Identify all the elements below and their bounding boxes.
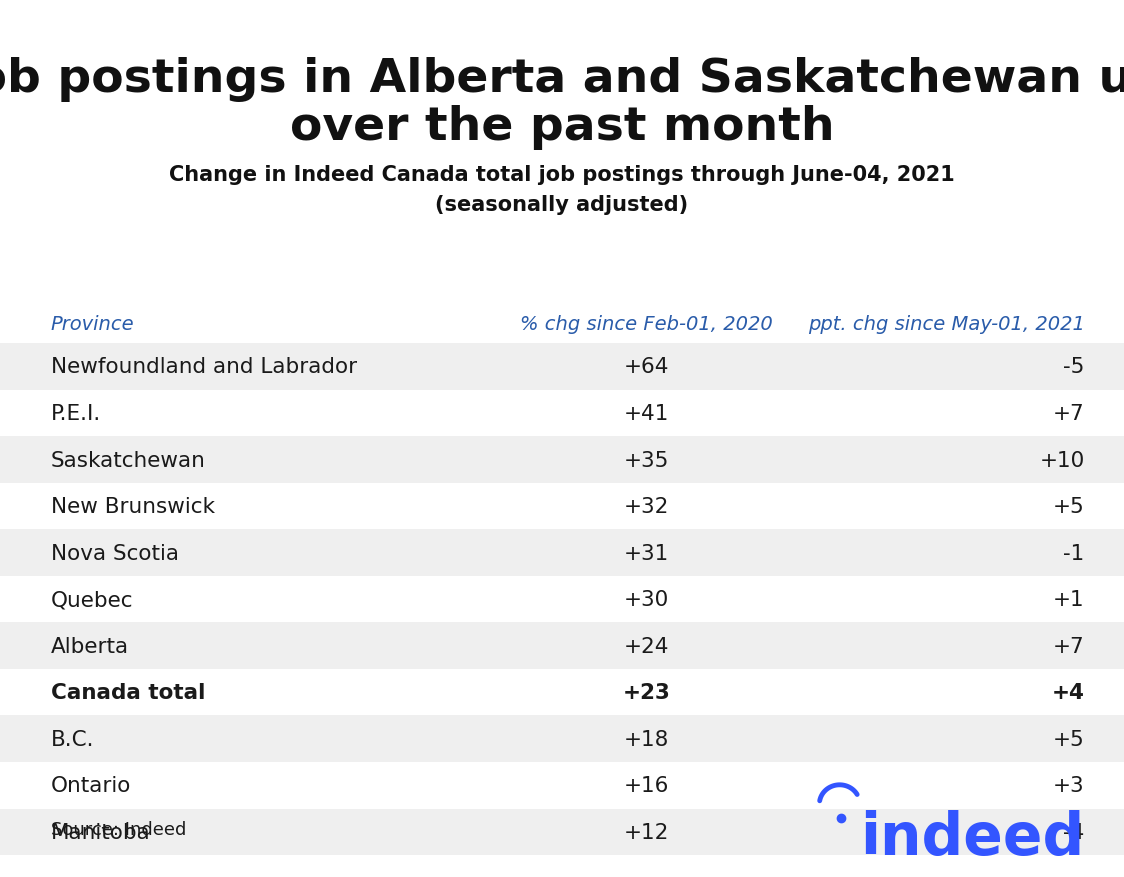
Text: +16: +16 — [624, 775, 669, 795]
Text: Alberta: Alberta — [51, 636, 129, 656]
Text: +32: +32 — [624, 496, 669, 517]
Bar — [0, 437, 1124, 483]
Text: +3: +3 — [1053, 775, 1085, 795]
Text: ppt. chg since May-01, 2021: ppt. chg since May-01, 2021 — [808, 315, 1085, 334]
Text: over the past month: over the past month — [290, 105, 834, 150]
Bar — [0, 344, 1124, 390]
Text: Quebec: Quebec — [51, 589, 133, 610]
Text: -4: -4 — [1063, 822, 1085, 842]
Text: Source: Indeed: Source: Indeed — [51, 820, 185, 838]
Text: B.C.: B.C. — [51, 729, 94, 749]
Text: +18: +18 — [624, 729, 669, 749]
Text: +35: +35 — [624, 450, 669, 470]
Text: Saskatchewan: Saskatchewan — [51, 450, 206, 470]
Text: +64: +64 — [624, 357, 669, 377]
Bar — [0, 716, 1124, 762]
Text: New Brunswick: New Brunswick — [51, 496, 215, 517]
Text: +5: +5 — [1053, 496, 1085, 517]
Text: +24: +24 — [624, 636, 669, 656]
Text: Newfoundland and Labrador: Newfoundland and Labrador — [51, 357, 356, 377]
Bar — [0, 530, 1124, 576]
Text: +5: +5 — [1053, 729, 1085, 749]
Bar — [0, 809, 1124, 855]
Text: Province: Province — [51, 315, 134, 334]
Text: +23: +23 — [623, 682, 670, 702]
Text: +1: +1 — [1053, 589, 1085, 610]
Text: +7: +7 — [1053, 636, 1085, 656]
Text: % chg since Feb-01, 2020: % chg since Feb-01, 2020 — [520, 315, 772, 334]
Bar — [0, 623, 1124, 669]
Text: +4: +4 — [1052, 682, 1085, 702]
Text: +30: +30 — [624, 589, 669, 610]
Text: +7: +7 — [1053, 403, 1085, 424]
Text: +41: +41 — [624, 403, 669, 424]
Text: +12: +12 — [624, 822, 669, 842]
Text: indeed: indeed — [860, 809, 1085, 866]
Text: Job postings in Alberta and Saskatchewan up: Job postings in Alberta and Saskatchewan… — [0, 57, 1124, 102]
Text: -1: -1 — [1063, 543, 1085, 563]
Text: P.E.I.: P.E.I. — [51, 403, 101, 424]
Text: +31: +31 — [624, 543, 669, 563]
Text: Ontario: Ontario — [51, 775, 132, 795]
Text: Canada total: Canada total — [51, 682, 205, 702]
Text: Change in Indeed Canada total job postings through June-04, 2021: Change in Indeed Canada total job postin… — [169, 165, 955, 185]
Text: Nova Scotia: Nova Scotia — [51, 543, 179, 563]
Text: +10: +10 — [1040, 450, 1085, 470]
Text: Manitoba: Manitoba — [51, 822, 151, 842]
Text: (seasonally adjusted): (seasonally adjusted) — [435, 195, 689, 215]
Text: -5: -5 — [1063, 357, 1085, 377]
